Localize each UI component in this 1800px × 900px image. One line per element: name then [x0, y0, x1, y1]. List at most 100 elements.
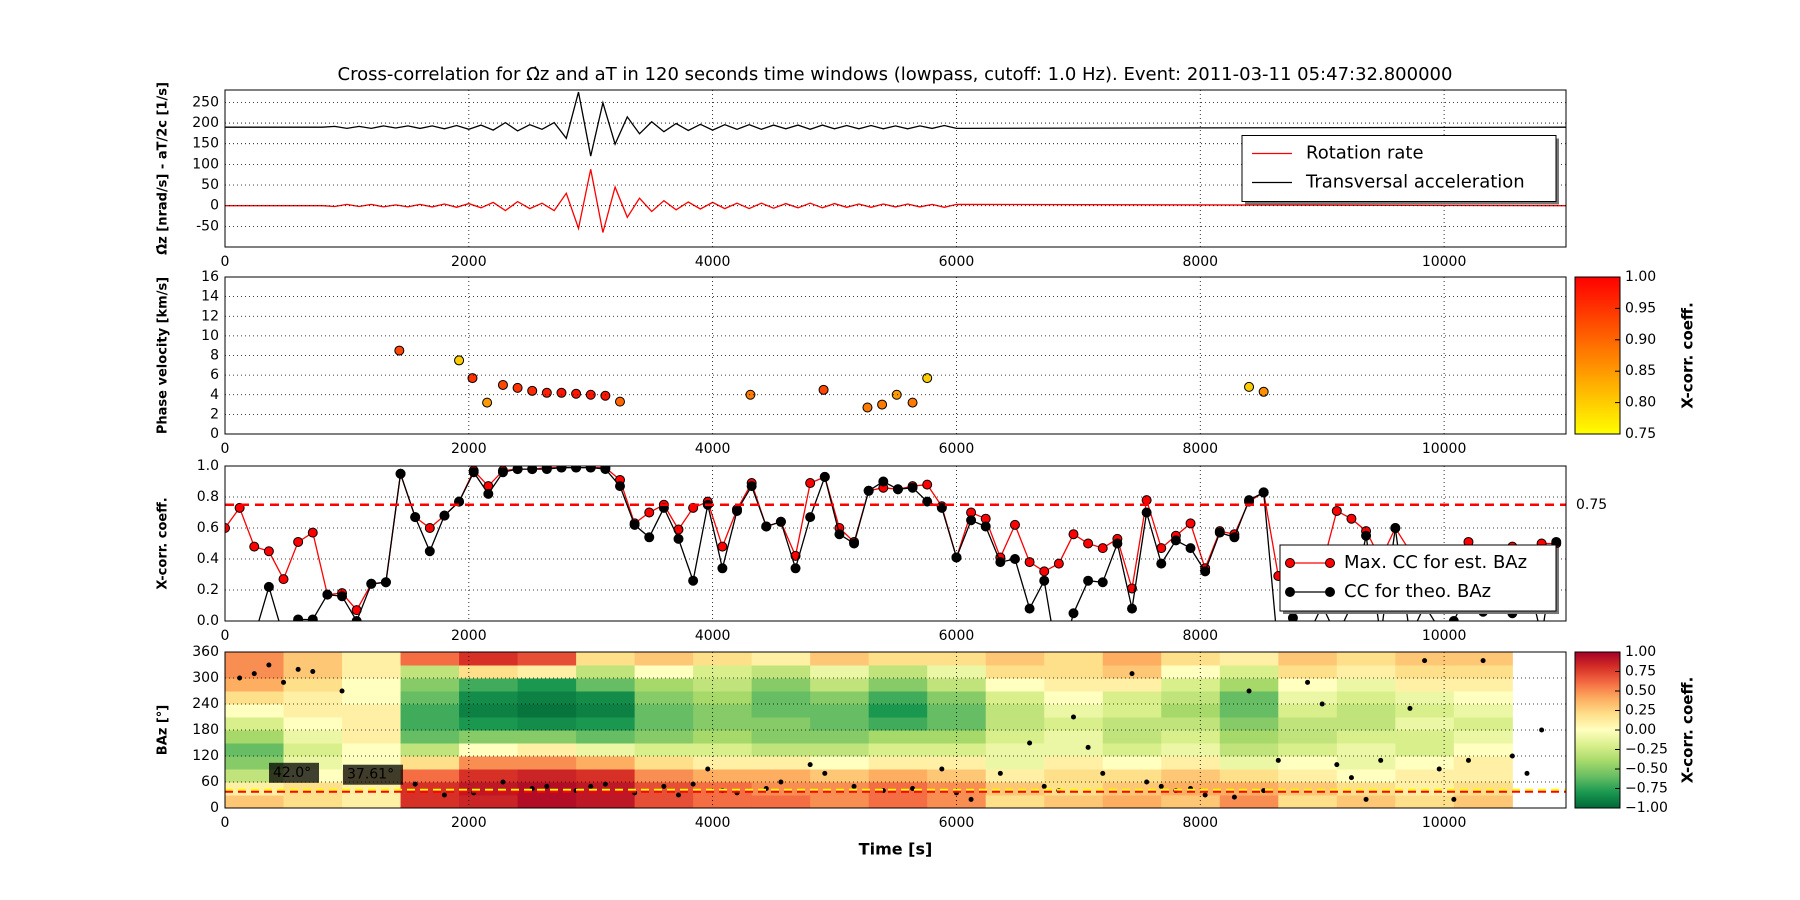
- heatmap-cell: [342, 795, 402, 808]
- heatmap-cell: [1219, 782, 1279, 796]
- heatmap-cell: [283, 730, 343, 744]
- heatmap-cell: [693, 769, 753, 783]
- heatmap-cell: [634, 652, 694, 666]
- heatmap-cell: [693, 717, 753, 731]
- heatmap-cell: [1395, 691, 1455, 705]
- heatmap-cell: [576, 743, 636, 757]
- heatmap-cell: [1395, 756, 1455, 770]
- y-tick-label: 360: [192, 644, 219, 660]
- series-marker: [278, 574, 289, 585]
- y-tick-label: 10: [201, 328, 219, 344]
- heatmap-cell: [1161, 717, 1221, 731]
- heatmap-cell: [868, 782, 928, 796]
- scatter-point: [512, 382, 523, 393]
- colorbar-tick-label: 0.00: [1625, 722, 1656, 738]
- series-marker: [951, 552, 962, 563]
- heatmap-cell: [693, 730, 753, 744]
- heatmap-cell: [400, 795, 460, 808]
- estimate-point: [939, 766, 945, 772]
- heatmap-cell: [342, 743, 402, 757]
- heatmap-cell: [693, 665, 753, 679]
- heatmap-cell: [751, 678, 811, 692]
- scatter-point: [1258, 386, 1269, 397]
- series-marker: [1127, 603, 1138, 614]
- heatmap-cell: [1278, 756, 1338, 770]
- heatmap-cell: [634, 769, 694, 783]
- heatmap-cell: [576, 678, 636, 692]
- heatmap-cell: [751, 652, 811, 666]
- heatmap-cell: [927, 795, 987, 808]
- heatmap-cell: [283, 743, 343, 757]
- series-marker: [805, 512, 816, 523]
- heatmap-cell: [868, 691, 928, 705]
- series-marker: [279, 632, 288, 641]
- estimate-point: [295, 666, 301, 672]
- heatmap-cell: [1219, 769, 1279, 783]
- heatmap-cell: [985, 691, 1045, 705]
- heatmap-cell: [400, 665, 460, 679]
- heatmap-cell: [517, 795, 577, 808]
- heatmap-cell: [927, 756, 987, 770]
- scatter-point: [454, 355, 465, 366]
- x-tick-label: 8000: [1182, 254, 1218, 270]
- heatmap-cell: [459, 652, 519, 666]
- colorbar-tick-label: 0.95: [1625, 300, 1656, 316]
- estimate-point: [851, 783, 857, 789]
- axes-frame: [224, 89, 1567, 248]
- heatmap-cell: [634, 743, 694, 757]
- heatmap-cell: [1219, 678, 1279, 692]
- heatmap-cell: [1336, 691, 1396, 705]
- heatmap-cell: [693, 795, 753, 808]
- series-marker: [1097, 543, 1108, 554]
- y-tick-label: 14: [201, 289, 219, 305]
- estimate-point: [1100, 770, 1106, 776]
- x-tick-label: 4000: [695, 628, 731, 644]
- heatmap-cell: [517, 743, 577, 757]
- series-marker: [1390, 523, 1401, 533]
- y-tick-label: 0.4: [197, 551, 219, 567]
- y-axis-label: X-corr. coeff.: [156, 497, 171, 589]
- estimate-point: [1085, 744, 1091, 750]
- heatmap-cell: [1044, 691, 1104, 705]
- series-marker: [483, 488, 494, 499]
- colorbar-tick-label: 0.75: [1625, 426, 1656, 442]
- heatmap-cell: [400, 691, 460, 705]
- series-marker: [322, 589, 333, 600]
- heatmap-cell: [1161, 743, 1221, 757]
- series-marker: [1097, 577, 1108, 588]
- heatmap-cell: [1336, 782, 1396, 796]
- heatmap-cell: [283, 678, 343, 692]
- colorbar-tick-label: −1.00: [1625, 800, 1668, 816]
- estimate-point: [281, 679, 287, 685]
- series-marker: [1083, 538, 1094, 549]
- heatmap-cell: [1395, 769, 1455, 783]
- heatmap-cell: [868, 665, 928, 679]
- heatmap-cell: [517, 691, 577, 705]
- series-marker: [775, 516, 786, 527]
- heatmap-cell: [1161, 652, 1221, 666]
- y-tick-label: 16: [201, 269, 219, 285]
- y-axis-label: Phase velocity [km/s]: [156, 277, 171, 434]
- heatmap-cell: [810, 782, 870, 796]
- heatmap-cell: [1336, 665, 1396, 679]
- heatmap-cell: [985, 652, 1045, 666]
- series-marker: [512, 466, 523, 475]
- heatmap-cell: [693, 704, 753, 718]
- heatmap-cell: [400, 782, 460, 796]
- colorbar-tick-label: 1.00: [1625, 644, 1656, 660]
- y-tick-label: 60: [201, 774, 219, 790]
- heatmap-cell: [985, 782, 1045, 796]
- estimate-point: [1041, 783, 1047, 789]
- heatmap-cell: [1044, 782, 1104, 796]
- series-marker: [263, 581, 274, 592]
- y-axis-label: BAz [°]: [156, 705, 171, 755]
- heatmap-cell: [1395, 717, 1455, 731]
- y-tick-label: 300: [192, 670, 219, 686]
- heatmap-cell: [634, 678, 694, 692]
- estimate-point: [1261, 788, 1267, 794]
- scatter-point: [527, 385, 538, 396]
- colorbar-label: X-corr. coeff.: [1679, 677, 1697, 784]
- heatmap-cell: [810, 795, 870, 808]
- heatmap-cell: [810, 691, 870, 705]
